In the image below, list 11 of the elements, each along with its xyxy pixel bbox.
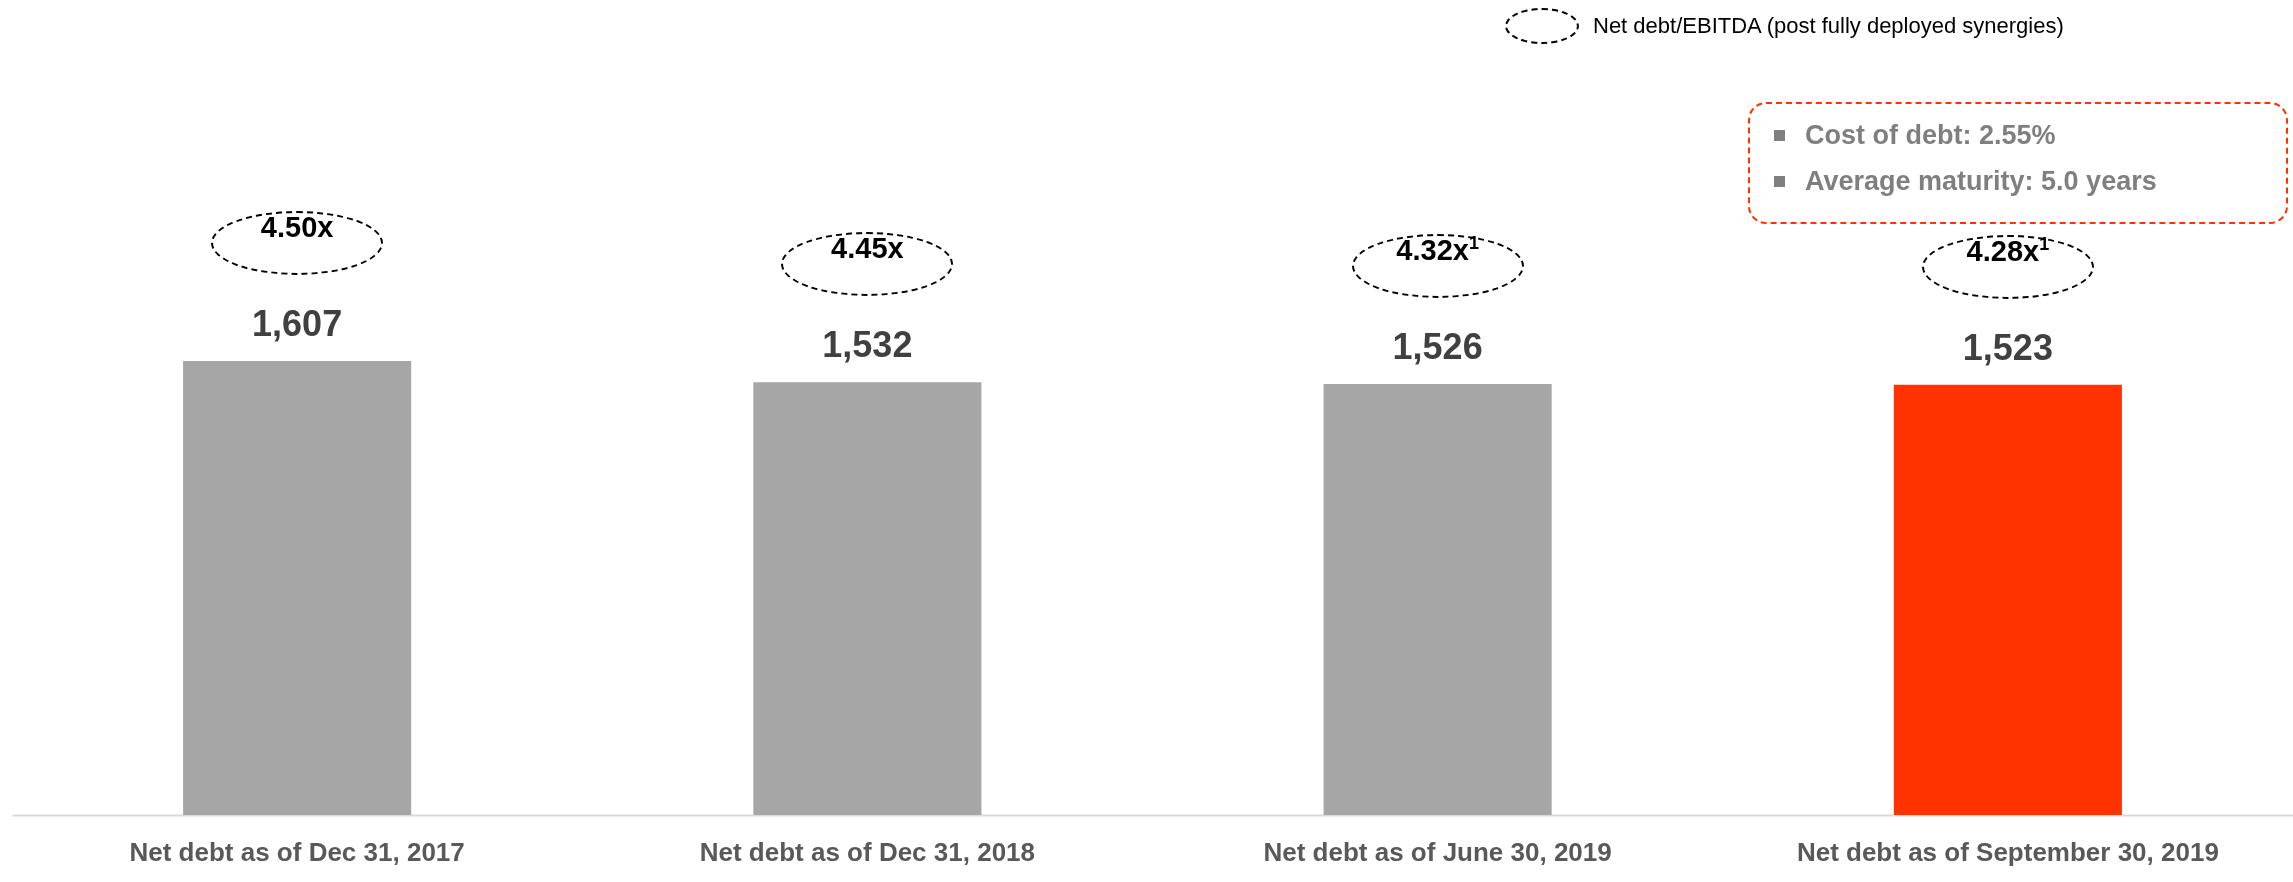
- x-tick-label: Net debt as of June 30, 2019: [1263, 836, 1612, 867]
- x-tick-label: Net debt as of Dec 31, 2018: [699, 836, 1036, 867]
- data-label: 1,526: [1392, 325, 1483, 367]
- text: Net debt/EBITDA (post fully deployed synergies): [1593, 13, 2064, 39]
- text: Cost of debt: 2.55%: [1805, 120, 2056, 151]
- data-label: 1,523: [1962, 326, 2053, 368]
- data-label: 1,532: [822, 324, 913, 366]
- text: Average maturity: 5.0 years: [1805, 166, 2157, 197]
- data-label: 1,607: [252, 303, 343, 344]
- x-tick-label: Net debt as of September 30, 2019: [1796, 836, 2219, 867]
- x-tick-label: Net debt as of Dec 31, 2017: [129, 836, 465, 867]
